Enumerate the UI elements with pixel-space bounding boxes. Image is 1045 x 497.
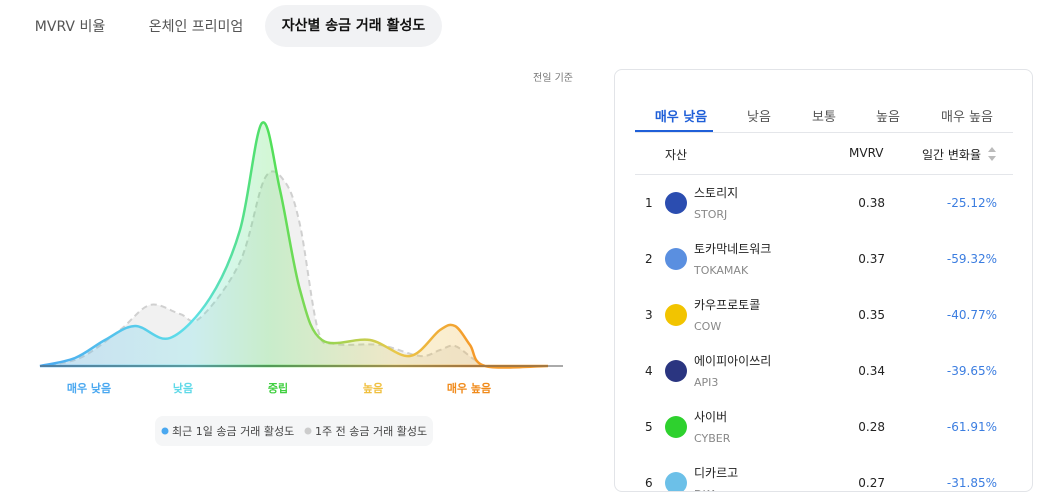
col-header[interactable]: 일간 변화율 <box>922 148 982 162</box>
col-header: 자산 <box>665 148 688 162</box>
tab-underline <box>635 130 713 132</box>
asset-row[interactable]: 6 디카르고 DKA 0.27 -31.85% <box>635 455 1015 491</box>
mvrv: 0.35 <box>858 308 885 322</box>
x-label: 매우 높음 <box>447 381 491 395</box>
daily-change: -59.32% <box>946 252 997 266</box>
asset-panel: 매우 낮음 낮음 보통 높음 매우 높음 자산 MVRV 일간 변화율 1 스토리… <box>614 69 1033 492</box>
daily-change: -31.85% <box>946 476 997 490</box>
asset-name: 카우프로토콜 <box>694 298 761 312</box>
daily-change: -39.65% <box>946 364 997 378</box>
asset-row[interactable]: 3 카우프로토콜 COW 0.35 -40.77% <box>635 287 1015 343</box>
panel-tab[interactable]: 매우 높음 <box>941 110 993 125</box>
rank: 5 <box>645 420 653 434</box>
mvrv: 0.34 <box>858 364 885 378</box>
panel-tab[interactable]: 높음 <box>876 110 900 125</box>
x-label: 높음 <box>363 382 383 395</box>
recent-curve <box>39 121 549 369</box>
rank: 6 <box>645 476 653 490</box>
tab[interactable]: 온체인 프리미엄 <box>148 19 244 35</box>
asset-icon <box>665 472 687 491</box>
asset-symbol: CYBER <box>694 432 731 445</box>
asset-name: 사이버 <box>694 410 728 424</box>
tab[interactable]: MVRV 비율 <box>34 19 106 35</box>
asset-name: 스토리지 <box>694 186 739 200</box>
asset-icon <box>665 248 687 270</box>
divider <box>635 132 1013 133</box>
rank: 1 <box>645 196 653 210</box>
daily-change: -61.91% <box>946 420 997 434</box>
daily-change: -40.77% <box>946 308 997 322</box>
basis-note: 전일 기준 <box>533 73 573 84</box>
sort-icon[interactable] <box>987 146 997 162</box>
x-label: 중립 <box>268 382 288 395</box>
asset-icon <box>665 360 687 382</box>
panel-tab[interactable]: 보통 <box>812 110 836 125</box>
asset-symbol: STORJ <box>694 208 728 221</box>
panel-tab[interactable]: 매우 낮음 <box>654 110 708 125</box>
legend-dot <box>304 427 312 435</box>
asset-symbol: API3 <box>694 376 719 389</box>
mvrv: 0.27 <box>858 476 885 490</box>
asset-symbol: DKA <box>694 488 717 491</box>
asset-name: 토카막네트워크 <box>694 242 772 256</box>
asset-icon <box>665 304 687 326</box>
asset-row[interactable]: 5 사이버 CYBER 0.28 -61.91% <box>635 399 1015 455</box>
asset-row[interactable]: 2 토카막네트워크 TOKAMAK 0.37 -59.32% <box>635 231 1015 287</box>
daily-change: -25.12% <box>946 196 997 210</box>
asset-row[interactable]: 1 스토리지 STORJ 0.38 -25.12% <box>635 175 1015 231</box>
divider <box>635 174 1013 175</box>
asset-name: 에이피아이쓰리 <box>694 354 772 368</box>
col-header: MVRV <box>849 146 884 160</box>
asset-symbol: TOKAMAK <box>694 264 749 277</box>
legend-label: 최근 1일 송금 거래 활성도 <box>172 424 294 438</box>
rank: 4 <box>645 364 653 378</box>
mvrv: 0.28 <box>858 420 885 434</box>
mvrv: 0.37 <box>858 252 885 266</box>
asset-symbol: COW <box>694 320 722 333</box>
asset-icon <box>665 192 687 214</box>
asset-icon <box>665 416 687 438</box>
legend-dot <box>161 427 169 435</box>
panel-tab[interactable]: 낮음 <box>747 110 771 125</box>
tab-active[interactable]: 자산별 송금 거래 활성도 <box>265 5 442 47</box>
legend-box <box>155 416 433 446</box>
rank: 3 <box>645 308 653 322</box>
asset-name: 디카르고 <box>694 466 739 480</box>
mvrv: 0.38 <box>858 196 885 210</box>
x-label: 낮음 <box>173 381 193 395</box>
legend-label: 1주 전 송금 거래 활성도 <box>315 424 427 438</box>
rank: 2 <box>645 252 653 266</box>
x-label: 매우 낮음 <box>67 381 111 395</box>
distribution-chart: 매우 낮음 낮음 중립 높음 매우 높음 최근 1일 송금 거래 활성도 1주 … <box>39 121 563 446</box>
asset-row[interactable]: 4 에이피아이쓰리 API3 0.34 -39.65% <box>635 343 1015 399</box>
